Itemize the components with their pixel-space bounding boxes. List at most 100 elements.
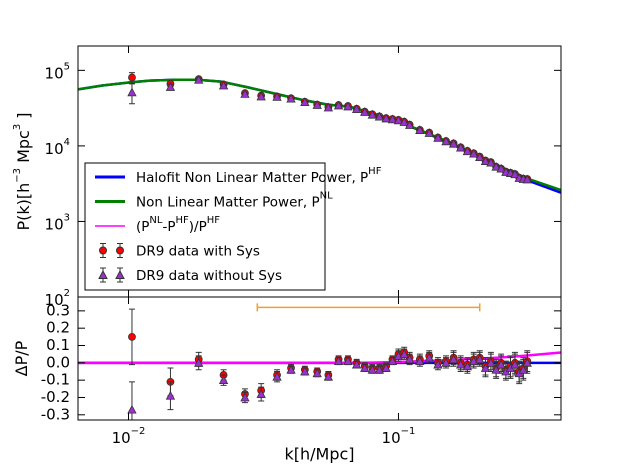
y-axis-label: ΔP/P bbox=[12, 340, 31, 376]
data-point bbox=[323, 102, 334, 112]
y-axis-label-part: Mpc bbox=[14, 130, 33, 168]
y-tick-label-part: 3 bbox=[64, 212, 70, 223]
y-tick-label: -0.2 bbox=[41, 388, 70, 406]
line bbox=[78, 351, 561, 365]
data-point bbox=[448, 354, 459, 364]
data-point bbox=[522, 174, 532, 184]
legend-label-part: (P bbox=[136, 219, 149, 235]
plot-area bbox=[78, 308, 561, 420]
plot-area bbox=[78, 72, 561, 194]
y-tick-label-part: 4 bbox=[64, 137, 70, 148]
legend-label-part: HF bbox=[207, 215, 221, 226]
data-point bbox=[360, 107, 370, 116]
data-point bbox=[448, 138, 459, 148]
data-point bbox=[272, 371, 282, 381]
data-point bbox=[393, 115, 404, 125]
data-point bbox=[256, 389, 266, 398]
data-point bbox=[510, 359, 520, 369]
x-tick-label-part: −1 bbox=[401, 426, 416, 437]
data-point bbox=[462, 146, 473, 156]
data-point bbox=[286, 364, 296, 374]
y-tick-label-part: 10 bbox=[45, 64, 64, 82]
data-point bbox=[333, 356, 344, 365]
data-point bbox=[374, 111, 385, 121]
legend-marker bbox=[99, 246, 107, 255]
data-point bbox=[256, 91, 266, 101]
data-point bbox=[381, 363, 391, 372]
y-tick-label: 105 bbox=[45, 61, 70, 82]
data-point bbox=[456, 359, 466, 369]
legend-label-part: DR9 data with Sys bbox=[136, 244, 260, 260]
data-point bbox=[351, 359, 362, 369]
data-point bbox=[360, 363, 370, 372]
data-point bbox=[165, 82, 176, 91]
data-point bbox=[323, 371, 334, 381]
data-point bbox=[300, 97, 310, 106]
data-point bbox=[399, 349, 409, 359]
data-point bbox=[381, 113, 391, 123]
legend-marker bbox=[115, 269, 125, 279]
data-point bbox=[127, 404, 137, 414]
y-axis-label-part: P(k)[h bbox=[14, 183, 33, 231]
data-point bbox=[343, 356, 353, 365]
data-point bbox=[300, 366, 310, 376]
data-point bbox=[469, 148, 479, 158]
data-point bbox=[496, 163, 506, 173]
data-point bbox=[415, 125, 425, 134]
y-tick-label: 102 bbox=[45, 288, 70, 309]
data-point bbox=[486, 357, 496, 367]
data-point bbox=[165, 390, 176, 400]
data-point bbox=[433, 359, 443, 369]
data-point bbox=[424, 352, 434, 362]
data-point bbox=[491, 364, 501, 374]
y-axis-label-part: −3 bbox=[12, 168, 23, 183]
data-point bbox=[351, 104, 362, 113]
x-tick-label: 10−1 bbox=[382, 426, 416, 447]
data-point bbox=[127, 87, 137, 97]
legend-label: Non Linear Matter Power, PNL bbox=[136, 191, 333, 211]
x-tick-label-part: 10 bbox=[112, 429, 131, 447]
data-point bbox=[510, 169, 520, 179]
y-axis-label-part: ] bbox=[14, 112, 33, 123]
data-point bbox=[194, 357, 204, 367]
y-tick-label: 0.3 bbox=[46, 301, 70, 319]
y-tick-label: 0.1 bbox=[46, 336, 70, 354]
data-point bbox=[240, 392, 250, 402]
data-point bbox=[312, 368, 322, 378]
legend-label-part: -P bbox=[162, 219, 175, 235]
data-point bbox=[387, 356, 398, 365]
data-point bbox=[415, 356, 425, 365]
data-point bbox=[333, 100, 344, 110]
data-point bbox=[433, 132, 443, 142]
y-axis-label-part: ΔP/P bbox=[12, 340, 31, 376]
y-tick-label: 103 bbox=[45, 212, 70, 233]
legend-label-part: DR9 data without Sys bbox=[136, 268, 282, 284]
legend-label-part: )/P bbox=[189, 219, 207, 235]
axes-frame bbox=[77, 296, 562, 421]
y-tick-label: -0.3 bbox=[41, 405, 70, 423]
data-point bbox=[367, 109, 377, 119]
legend-marker bbox=[116, 246, 124, 255]
data-point bbox=[456, 142, 466, 152]
range-bar bbox=[256, 303, 481, 312]
data-point bbox=[374, 364, 385, 374]
data-point bbox=[424, 128, 434, 137]
y-tick-label-part: 10 bbox=[45, 215, 64, 233]
data-point bbox=[272, 91, 282, 101]
data-point bbox=[404, 354, 415, 364]
legend-label: DR9 data with Sys bbox=[136, 244, 260, 260]
data-point bbox=[218, 80, 229, 90]
y-tick-label-part: 10 bbox=[45, 291, 64, 309]
y-tick-label-part: 5 bbox=[64, 61, 70, 72]
legend-label: Halofit Non Linear Matter Power, PHF bbox=[136, 166, 382, 186]
legend-label-part: NL bbox=[320, 191, 333, 202]
y-tick-label: 0.2 bbox=[46, 319, 70, 337]
data-point bbox=[491, 161, 501, 171]
data-point bbox=[218, 375, 229, 385]
y-tick-label-part: 10 bbox=[45, 139, 64, 157]
data-point bbox=[128, 73, 136, 82]
data-point bbox=[462, 361, 473, 371]
legend-label-part: NL bbox=[149, 215, 162, 226]
data-point bbox=[128, 332, 136, 341]
data-point bbox=[286, 93, 296, 103]
